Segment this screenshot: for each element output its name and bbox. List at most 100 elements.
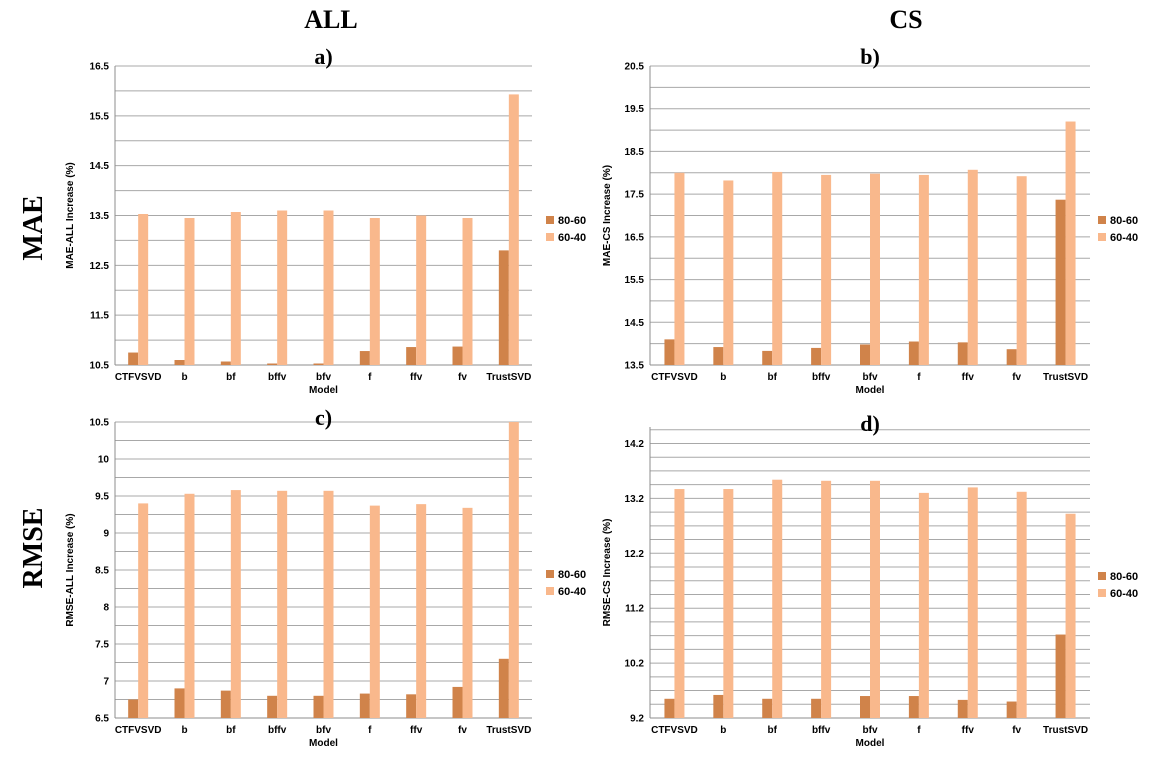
x-tick-label: b	[720, 725, 726, 736]
legend-swatch	[1098, 233, 1106, 241]
legend-label: 80-60	[1110, 215, 1138, 227]
bar-80-60-TrustSVD	[498, 658, 509, 718]
bar-80-60-ffv	[406, 347, 417, 365]
x-tick-label: bf	[767, 725, 777, 736]
x-tick-label: f	[368, 372, 372, 383]
x-tick-label: ffv	[962, 372, 975, 383]
bar-60-40-ffv	[967, 487, 978, 718]
column-header-all: ALL	[304, 5, 357, 34]
y-tick-label: 9.2	[630, 714, 644, 725]
bar-80-60-b	[713, 694, 724, 718]
bar-80-60-TrustSVD	[1055, 199, 1066, 365]
bar-80-60-bffv	[267, 695, 278, 718]
y-tick-label: 10.5	[90, 418, 110, 429]
y-tick-label: 10	[98, 455, 110, 466]
bar-80-60-CTFVSVD	[664, 698, 675, 718]
bar-80-60-b	[174, 360, 185, 365]
y-tick-label: 11.2	[625, 604, 644, 615]
x-tick-label: f	[917, 725, 921, 736]
x-tick-label: bfv	[863, 372, 878, 383]
x-tick-label: ffv	[410, 372, 423, 383]
x-tick-label: bf	[226, 725, 236, 736]
bar-80-60-ffv	[406, 694, 417, 718]
bar-60-40-fv	[1016, 491, 1027, 718]
bar-80-60-bfv	[313, 695, 324, 718]
y-tick-label: 20.5	[625, 62, 645, 73]
bar-80-60-fv	[452, 686, 463, 718]
bar-60-40-bffv	[277, 210, 288, 365]
y-tick-label: 13.2	[625, 494, 645, 505]
x-tick-label: ffv	[410, 725, 423, 736]
panel-title: b)	[860, 44, 880, 69]
legend-label: 60-40	[558, 232, 586, 244]
x-tick-label: f	[917, 372, 921, 383]
bar-60-40-b	[184, 217, 195, 365]
panel-title: c)	[315, 405, 332, 430]
bar-80-60-CTFVSVD	[664, 339, 675, 365]
x-tick-label: bfv	[316, 725, 331, 736]
y-tick-label: 14.2	[625, 439, 645, 450]
bar-60-40-CTFVSVD	[674, 489, 685, 718]
y-tick-label: 14.5	[90, 161, 110, 172]
y-tick-label: 12.2	[625, 549, 645, 560]
bar-80-60-fv	[1006, 349, 1017, 365]
legend-label: 80-60	[558, 215, 586, 227]
bar-80-60-bfv	[860, 344, 870, 365]
chart-panel-1: 13.5 14.5 15.5 16.5 17.5 18.5 19.5 20.5 CTFVSVD b…	[602, 44, 1138, 396]
bar-60-40-CTFVSVD	[138, 214, 149, 365]
y-axis-label: RMSE-CS Increase (%)	[602, 519, 613, 627]
bar-60-40-bf	[772, 479, 783, 718]
x-tick-label: bffv	[812, 725, 831, 736]
bar-60-40-bf	[230, 490, 241, 718]
bar-80-60-bfv	[860, 696, 870, 718]
legend-swatch	[1098, 572, 1106, 580]
x-tick-label: fv	[1012, 725, 1021, 736]
y-tick-label: 11.5	[90, 311, 109, 322]
bar-60-40-bf	[230, 212, 241, 365]
bar-60-40-f	[918, 174, 929, 365]
x-axis-label: Model	[856, 738, 885, 749]
bar-60-40-TrustSVD	[508, 94, 519, 365]
x-tick-label: fv	[458, 725, 467, 736]
x-tick-label: TrustSVD	[486, 372, 531, 383]
y-tick-label: 14.5	[625, 318, 645, 329]
bar-80-60-bf	[220, 690, 231, 718]
y-tick-label: 16.5	[625, 232, 645, 243]
bar-80-60-bffv	[811, 698, 822, 718]
bar-60-40-bfv	[870, 480, 880, 718]
y-tick-label: 19.5	[625, 104, 645, 115]
y-tick-label: 17.5	[625, 190, 645, 201]
bar-60-40-bffv	[277, 490, 288, 718]
x-tick-label: b	[181, 372, 187, 383]
bar-80-60-f	[908, 696, 919, 718]
bar-80-60-b	[713, 347, 724, 365]
y-tick-label: 9	[103, 529, 109, 540]
bar-60-40-bfv	[323, 490, 334, 718]
bar-60-40-b	[723, 489, 734, 718]
bar-80-60-bffv	[267, 363, 278, 365]
bar-60-40-fv	[462, 217, 473, 365]
x-tick-label: CTFVSVD	[651, 372, 698, 383]
x-axis-label: Model	[856, 385, 885, 396]
bar-80-60-b	[174, 688, 185, 718]
legend-label: 60-40	[1110, 588, 1138, 600]
legend-swatch	[1098, 216, 1106, 224]
y-tick-label: 16.5	[90, 62, 110, 73]
y-tick-label: 7	[103, 677, 109, 688]
bar-60-40-bfv	[870, 173, 880, 365]
chart-panel-3: 9.2 10.2 11.2 12.2 13.2 14.2 CTFVSVD b bf bffv bfv…	[602, 411, 1138, 749]
y-tick-label: 10.5	[90, 361, 110, 372]
y-axis-label: MAE-CS Increase (%)	[602, 165, 613, 266]
legend-swatch	[546, 570, 554, 578]
row-header-rmse: RMSE	[18, 508, 49, 589]
legend-swatch	[546, 587, 554, 595]
bar-60-40-f	[369, 505, 380, 718]
legend-swatch	[546, 216, 554, 224]
bar-60-40-TrustSVD	[1065, 513, 1076, 718]
chart-panel-0: 10.5 11.5 12.5 13.5 14.5 15.5 16.5 CTFVSVD b bf bf…	[65, 44, 586, 396]
bar-80-60-f	[359, 351, 370, 365]
bar-80-60-bfv	[313, 363, 324, 365]
bar-80-60-f	[908, 341, 919, 365]
bar-80-60-TrustSVD	[1055, 634, 1066, 718]
bar-60-40-f	[918, 492, 929, 718]
